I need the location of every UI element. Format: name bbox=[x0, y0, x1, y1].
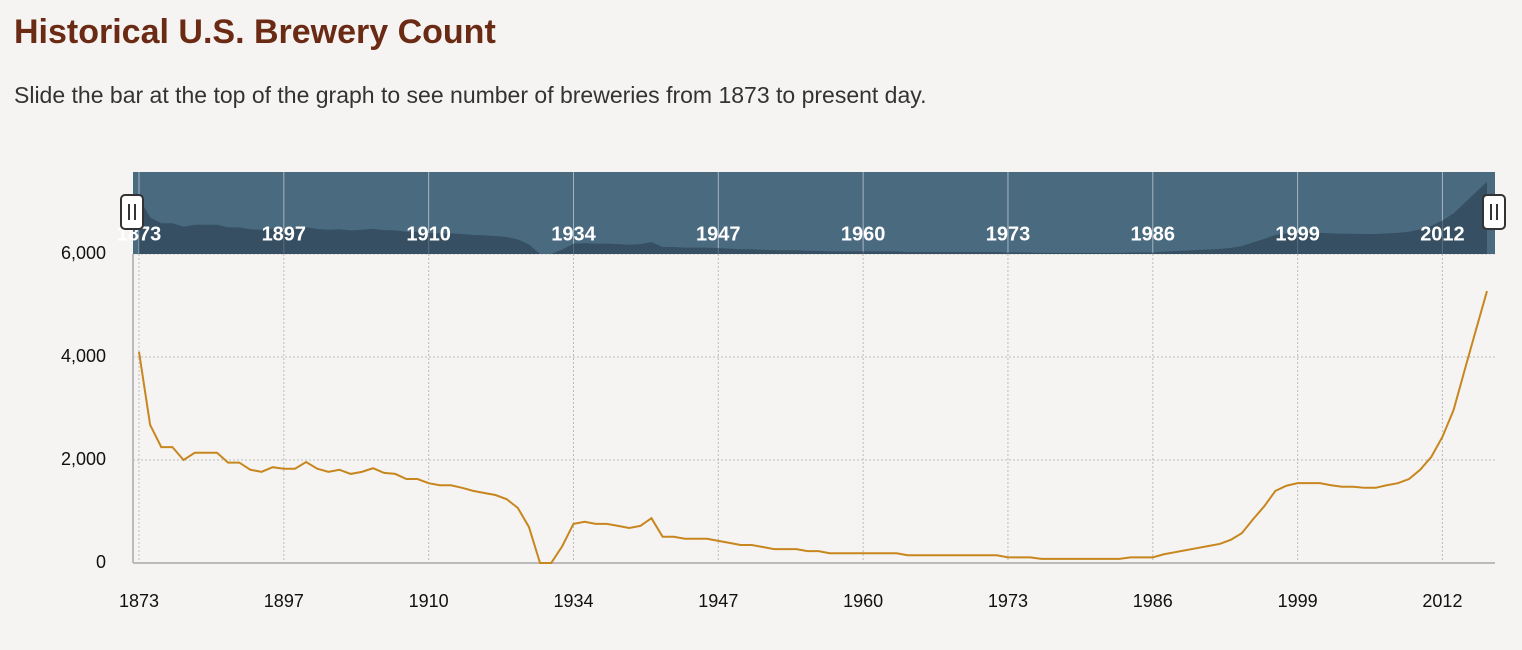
navigator-label: 1986 bbox=[1131, 223, 1176, 245]
grid: 0 2,000 4,000 6,000 1873 1897 1910 1934 1947 1960… bbox=[61, 243, 1495, 611]
navigator-label: 2012 bbox=[1420, 223, 1465, 245]
navigator-label: 1973 bbox=[986, 223, 1031, 245]
handle[interactable] bbox=[120, 194, 144, 230]
left-handle[interactable] bbox=[120, 194, 144, 230]
navigator-label: 1934 bbox=[551, 223, 596, 245]
x-tick-label: 1947 bbox=[698, 591, 738, 611]
x-tick-label: 1897 bbox=[264, 591, 304, 611]
y-tick-label: 2,000 bbox=[61, 449, 106, 469]
y-tick-label: 0 bbox=[96, 552, 106, 572]
navigator-label: 1897 bbox=[262, 223, 307, 245]
x-tick-label: 1934 bbox=[553, 591, 593, 611]
x-tick-label: 1999 bbox=[1278, 591, 1318, 611]
x-tick-label: 1873 bbox=[119, 591, 159, 611]
x-tick-label: 1960 bbox=[843, 591, 883, 611]
navigator-label: 1947 bbox=[696, 223, 741, 245]
navigator-label: 1960 bbox=[841, 223, 886, 245]
navigator-content: 1873 1897 1910 1934 1947 1960 1973 1986 1999 2012 bbox=[117, 172, 1487, 254]
marks bbox=[138, 290, 1488, 564]
handle[interactable] bbox=[1482, 194, 1506, 230]
y-tick-label: 6,000 bbox=[61, 243, 106, 263]
line bbox=[138, 290, 1488, 564]
y-tick-label: 4,000 bbox=[61, 346, 106, 366]
x-tick-label: 1910 bbox=[409, 591, 449, 611]
navigator-label: 1910 bbox=[406, 223, 451, 245]
x-tick-label: 1973 bbox=[988, 591, 1028, 611]
x-tick-label: 1986 bbox=[1133, 591, 1173, 611]
right-handle[interactable] bbox=[1482, 194, 1506, 230]
navigator-label: 1999 bbox=[1275, 223, 1320, 245]
navigator-area bbox=[139, 181, 1487, 254]
chart-title: Historical U.S. Brewery Count bbox=[14, 13, 496, 51]
x-tick-label: 2012 bbox=[1422, 591, 1462, 611]
chart-subtitle: Slide the bar at the top of the graph to… bbox=[14, 82, 926, 108]
